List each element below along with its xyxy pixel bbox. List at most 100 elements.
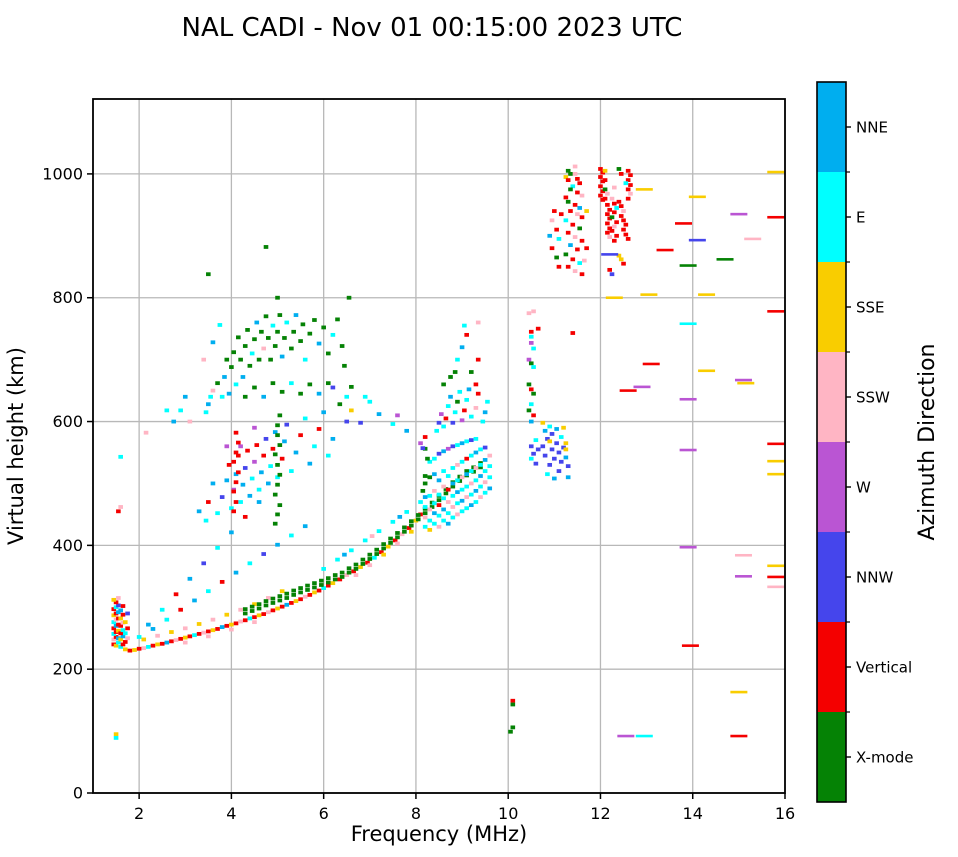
echo-cell <box>482 458 488 462</box>
echo-cell <box>201 357 207 362</box>
echo-cell <box>277 594 283 599</box>
echo-dash <box>734 575 752 578</box>
echo-cell <box>261 552 266 556</box>
echo-cell <box>178 408 183 413</box>
echo-cell <box>609 215 615 220</box>
echo-cell <box>535 326 541 331</box>
echo-cell <box>436 478 442 483</box>
echo-cell <box>113 605 119 610</box>
colorbar-segment <box>817 442 846 532</box>
echo-cell <box>436 451 442 456</box>
echo-cell <box>238 444 243 449</box>
echo-cell <box>275 606 280 611</box>
echo-cell <box>233 382 239 387</box>
echo-cell <box>120 634 126 639</box>
echo-dash <box>767 215 785 219</box>
echo-cell <box>171 419 177 424</box>
echo-cell <box>468 481 474 486</box>
echo-cell <box>554 427 559 431</box>
echo-cell <box>256 487 262 492</box>
echo-dash <box>688 238 706 242</box>
echo-dash <box>698 369 716 373</box>
echo-cell <box>552 209 557 213</box>
echo-cell <box>321 566 326 571</box>
echo-cell <box>464 484 469 489</box>
echo-cell <box>487 453 493 458</box>
echo-cell <box>342 552 347 557</box>
echo-cell <box>321 586 326 590</box>
echo-cell <box>122 620 128 625</box>
echo-cell <box>116 603 121 608</box>
echo-cell <box>436 524 442 529</box>
echo-cell <box>413 518 419 523</box>
colorbar-tick-label: W <box>856 479 871 497</box>
echo-cell <box>252 620 257 625</box>
echo-cell <box>473 466 479 470</box>
echo-cell <box>547 439 553 444</box>
plot-border <box>92 98 786 794</box>
echo-dash <box>730 212 748 216</box>
echo-cell <box>113 732 119 737</box>
echo-cell <box>598 175 603 179</box>
echo-cell <box>339 570 345 575</box>
echo-cell <box>450 466 456 470</box>
echo-cell <box>434 428 439 433</box>
echo-cell <box>113 617 119 622</box>
echo-cell <box>432 456 437 461</box>
echo-cell <box>349 384 354 389</box>
echo-cell <box>441 507 446 512</box>
echo-cell <box>616 199 622 204</box>
echo-cell <box>272 521 278 526</box>
x-tick-label: 8 <box>411 804 421 823</box>
echo-cell <box>261 612 266 616</box>
echo-cell <box>125 626 130 631</box>
echo-cell <box>607 267 612 272</box>
echo-cell <box>531 413 536 418</box>
echo-cell <box>242 611 248 616</box>
echo-cell <box>605 212 610 217</box>
x-tick-label: 10 <box>498 804 518 823</box>
echo-cell <box>307 592 313 597</box>
echo-cell <box>173 638 179 642</box>
echo-cell <box>256 606 262 611</box>
echo-cell <box>602 178 608 183</box>
echo-cell <box>482 490 488 495</box>
echo-cell <box>485 399 490 404</box>
echo-cell <box>238 357 243 362</box>
echo-cell <box>450 444 456 449</box>
echo-cell <box>282 439 287 444</box>
echo-cell <box>224 478 230 483</box>
echo-cell <box>563 455 569 460</box>
echo-dash <box>601 253 619 256</box>
echo-cell <box>549 218 555 223</box>
echo-cell <box>284 602 290 607</box>
echo-cell <box>584 246 589 251</box>
echo-cell <box>272 344 278 348</box>
echo-cell <box>219 625 225 629</box>
echo-cell <box>279 604 285 609</box>
echo-cell <box>462 408 467 413</box>
echo-dash <box>744 237 762 241</box>
echo-cell <box>215 511 220 516</box>
echo-cell <box>275 295 280 300</box>
echo-cell <box>549 447 555 452</box>
echo-cell <box>261 394 266 399</box>
echo-cell <box>275 512 280 517</box>
echo-cell <box>612 238 617 243</box>
echo-cell <box>441 484 446 489</box>
echo-cell <box>275 462 280 467</box>
echo-cell <box>395 413 400 418</box>
echo-cell <box>621 209 626 213</box>
echo-cell <box>217 323 223 327</box>
echo-cell <box>143 430 149 435</box>
echo-cell <box>533 461 539 466</box>
echo-cell <box>552 456 557 461</box>
echo-cell <box>406 526 412 530</box>
echo-cell <box>575 212 580 217</box>
echo-cell <box>528 329 534 334</box>
echo-cell <box>547 424 553 429</box>
echo-cell <box>196 622 202 626</box>
echo-cell <box>459 487 465 492</box>
echo-cell <box>422 495 428 499</box>
